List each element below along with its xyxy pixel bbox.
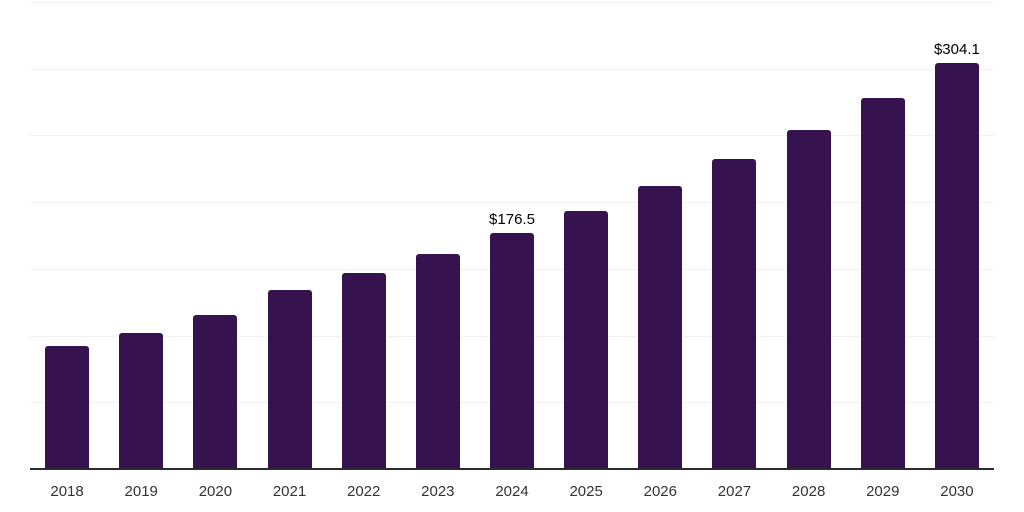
- x-axis-label-2022: 2022: [347, 483, 381, 500]
- x-axis-label-2025: 2025: [569, 483, 603, 500]
- data-label-2030: $304.1: [933, 41, 980, 59]
- bar-2029: [860, 98, 905, 469]
- x-axis-label-2023: 2023: [421, 483, 455, 500]
- x-axis-label-2030: 2030: [940, 483, 974, 500]
- gridline: [30, 68, 994, 70]
- bar-2028: [786, 129, 831, 469]
- bar-2027: [712, 159, 757, 469]
- x-axis-line: [30, 468, 994, 470]
- bar-2023: [415, 254, 460, 469]
- gridline: [30, 202, 994, 204]
- bar-2030: [934, 63, 979, 469]
- x-axis-label-2026: 2026: [643, 483, 677, 500]
- x-axis-label-2019: 2019: [124, 483, 158, 500]
- x-axis-label-2020: 2020: [198, 483, 233, 500]
- bar-2024: [490, 233, 534, 469]
- bar-2025: [564, 211, 609, 469]
- x-axis-label-2028: 2028: [791, 483, 826, 500]
- x-axis-label-2021: 2021: [272, 483, 307, 500]
- bar-2026: [638, 185, 683, 469]
- data-label-2024: $176.5: [489, 211, 535, 229]
- gridline: [30, 135, 994, 137]
- x-axis-label-2029: 2029: [866, 483, 900, 500]
- bar-2019: [119, 333, 164, 469]
- bar-2021: [267, 289, 312, 469]
- bar-2022: [341, 272, 386, 469]
- gridline: [30, 2, 994, 3]
- x-axis-label-2018: 2018: [50, 483, 84, 500]
- bar-2020: [193, 315, 238, 469]
- x-axis-label-2027: 2027: [717, 483, 752, 500]
- x-axis-label-2024: 2024: [495, 483, 529, 500]
- bar-2018: [45, 346, 90, 469]
